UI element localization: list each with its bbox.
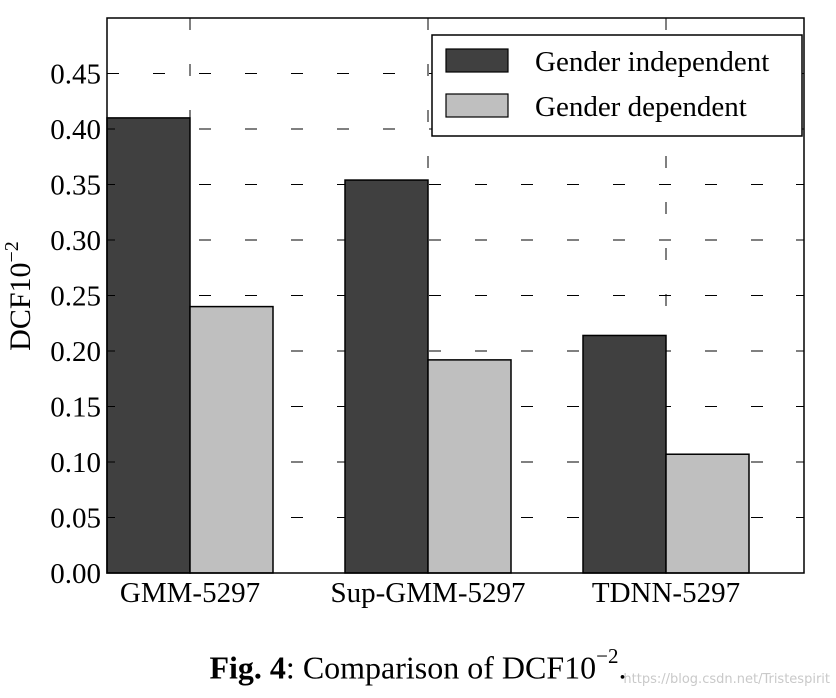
legend-label-gender-independent: Gender independent xyxy=(535,46,769,78)
bar-gender-dependent-tdnn-5297 xyxy=(665,453,750,574)
caption-text: : Comparison of DCF10 xyxy=(285,649,597,686)
bar-gender-independent-tdnn-5297 xyxy=(582,334,667,574)
watermark: https://blog.csdn.net/Tristespirit xyxy=(623,672,830,687)
bars xyxy=(106,117,750,574)
y-tick-label: 0.25 xyxy=(50,281,101,313)
y-tick-label: 0.35 xyxy=(50,170,101,202)
bar-chart: 0.00 0.05 0.10 0.15 0.20 0.25 0.30 0.35 0.40 0.45… xyxy=(1,17,805,609)
bar-gender-dependent-sup-gmm-5297 xyxy=(427,359,512,574)
y-axis-ticks: 0.00 0.05 0.10 0.15 0.20 0.25 0.30 0.35 0.40 0.45 xyxy=(50,59,804,590)
y-axis-label-exponent: −2 xyxy=(1,241,23,262)
x-axis-ticks: GMM-5297 Sup-GMM-5297 TDNN-5297 xyxy=(120,18,740,609)
legend: Gender independent Gender dependent xyxy=(431,34,803,137)
x-tick-label: Sup-GMM-5297 xyxy=(331,577,526,609)
y-tick-label: 0.45 xyxy=(50,59,101,91)
x-tick-label: TDNN-5297 xyxy=(592,577,740,609)
y-tick-label: 0.20 xyxy=(50,336,101,368)
caption-end: . xyxy=(618,649,627,686)
caption-label: Fig. 4 xyxy=(209,649,286,686)
y-axis-label-text: DCF10 xyxy=(4,262,37,350)
y-tick-label: 0.40 xyxy=(50,114,101,146)
legend-swatch-gender-independent xyxy=(445,48,509,73)
bar-gender-independent-gmm-5297 xyxy=(106,117,191,574)
x-tick-label: GMM-5297 xyxy=(120,577,260,609)
y-tick-label: 0.15 xyxy=(50,392,101,424)
y-tick-label: 0.00 xyxy=(50,558,101,590)
y-axis-label: DCF10−2 xyxy=(1,241,37,351)
figure-caption: Fig. 4: Comparison of DCF10−2. xyxy=(0,644,836,687)
legend-swatch-gender-dependent xyxy=(445,93,509,118)
caption-exponent: −2 xyxy=(596,644,619,668)
bar-gender-independent-sup-gmm-5297 xyxy=(344,179,429,574)
plot-frame xyxy=(106,17,805,574)
legend-label-gender-dependent: Gender dependent xyxy=(535,91,747,123)
y-tick-label: 0.10 xyxy=(50,447,101,479)
y-tick-label: 0.30 xyxy=(50,225,101,257)
bar-gender-dependent-gmm-5297 xyxy=(189,305,274,574)
y-tick-label: 0.05 xyxy=(50,503,101,535)
